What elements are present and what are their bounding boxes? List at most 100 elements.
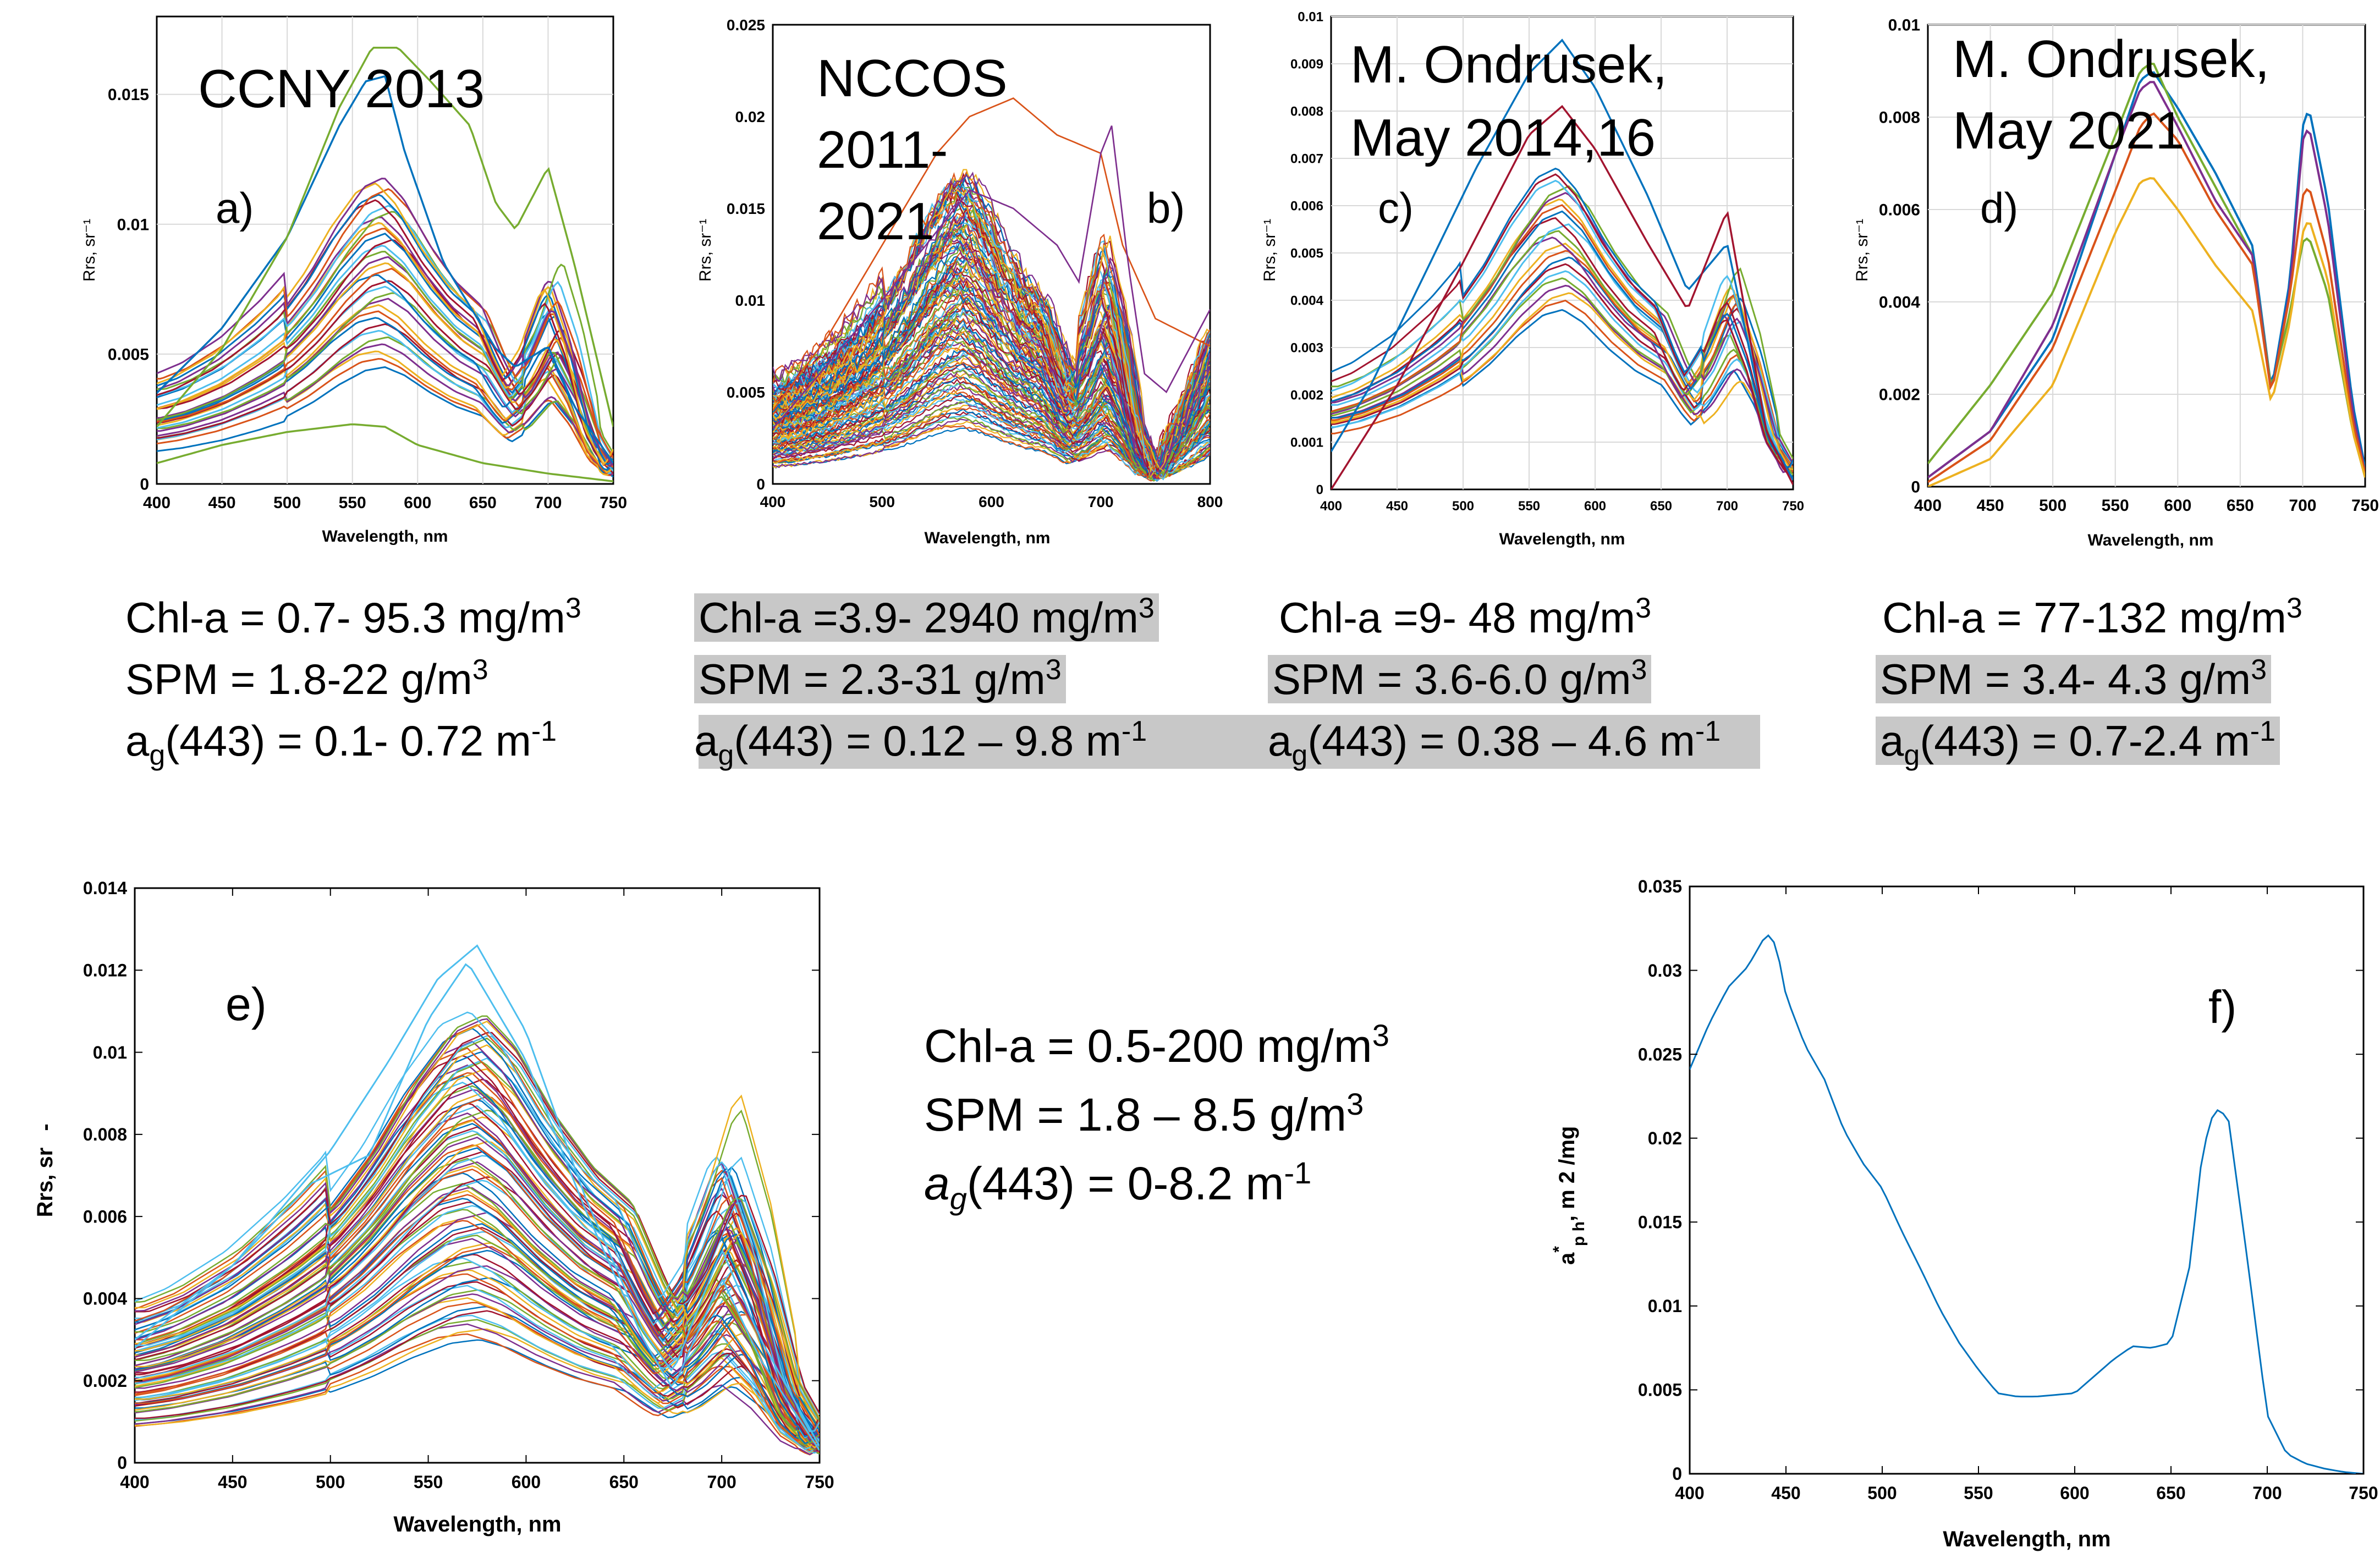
ensemble-line-b-15 bbox=[773, 389, 1210, 480]
ytick-label-c-0.003: 0.003 bbox=[1290, 340, 1323, 355]
panel-b-ylabel: Rrs, sr⁻¹ bbox=[696, 219, 714, 282]
ytick-label-f-0: 0 bbox=[1672, 1464, 1682, 1484]
ensemble-line-e-29 bbox=[135, 1220, 820, 1447]
xtick-label-c-600: 600 bbox=[1584, 499, 1606, 514]
panel-a: 400 450 500 550 600 650 700 750 0 0.005 0.01 0.015… bbox=[80, 15, 627, 546]
stats-e-ag: ag(443) = 0-8.2 m-1 bbox=[924, 1155, 1312, 1216]
ensemble-line-c-4 bbox=[1331, 277, 1793, 476]
stats-b-spm: SPM = 2.3-31 g/m3 bbox=[694, 639, 1159, 703]
ensemble-line-a-19 bbox=[157, 245, 613, 469]
ytick-label-f-0.03: 0.03 bbox=[1648, 961, 1682, 980]
xtick-label-e-700: 700 bbox=[707, 1472, 736, 1492]
xtick-label-e-550: 550 bbox=[414, 1472, 443, 1492]
ensemble-line-e-0 bbox=[135, 1339, 820, 1455]
xtick-label-a-650: 650 bbox=[469, 494, 497, 512]
panel-d-ylabel: Rrs, sr⁻¹ bbox=[1853, 219, 1871, 282]
ensemble-line-c-5 bbox=[1331, 270, 1793, 471]
ensemble-line-b-123 bbox=[773, 177, 1210, 471]
ensemble-line-a-15 bbox=[157, 267, 613, 462]
ensemble-line-c-19 bbox=[1331, 179, 1793, 470]
panel-f-ylabel-a: a bbox=[1555, 1252, 1579, 1265]
lines-group-b bbox=[773, 97, 1210, 482]
ensemble-line-b-125 bbox=[773, 172, 1210, 472]
ensemble-line-b-118 bbox=[773, 186, 1210, 468]
xtick-label-f-600: 600 bbox=[2060, 1483, 2089, 1503]
stats-e-spm: SPM = 1.8 – 8.5 g/m3 bbox=[924, 1087, 1364, 1141]
ytick-label-b-0.01: 0.01 bbox=[735, 292, 766, 309]
stats-a-ag: ag(443) = 0.1- 0.72 m-1 bbox=[125, 715, 557, 772]
lines-group-d bbox=[1928, 62, 2365, 487]
xtick-label-f-750: 750 bbox=[2349, 1483, 2378, 1503]
ensemble-line-c-3 bbox=[1331, 284, 1793, 472]
ensemble-line-a-31 bbox=[157, 178, 613, 465]
panel-b-xlabel: Wavelength, nm bbox=[925, 529, 1051, 547]
ytick-label-e-0.014: 0.014 bbox=[83, 878, 127, 898]
stats-a-spm: SPM = 1.8-22 g/m3 bbox=[125, 654, 488, 703]
xtick-label-a-550: 550 bbox=[339, 494, 366, 512]
panel-a-letter: a) bbox=[216, 184, 254, 232]
ensemble-line-e-9 bbox=[135, 1297, 820, 1453]
xtick-label-c-750: 750 bbox=[1782, 499, 1804, 514]
ytick-label-e-0.006: 0.006 bbox=[83, 1207, 127, 1226]
ytick-label-f-0.005: 0.005 bbox=[1638, 1380, 1682, 1400]
lines-group-e bbox=[135, 944, 820, 1456]
ensemble-line-e-78 bbox=[135, 1047, 820, 1439]
ensemble-line-a-7 bbox=[157, 317, 613, 473]
ensemble-line-e-31 bbox=[135, 1211, 820, 1439]
series-line-b-orange-high bbox=[773, 97, 1210, 411]
ensemble-line-b-1 bbox=[773, 425, 1210, 482]
stats-e: Chl-a = 0.5-200 mg/m3 SPM = 1.8 – 8.5 g/… bbox=[924, 1001, 1389, 1216]
panel-c-ylabel: Rrs, sr⁻¹ bbox=[1261, 219, 1279, 282]
panel-d: 400 450 500 550 600 650 700 750 0 0.002 0.004 0.00… bbox=[1853, 16, 2379, 550]
gray-highlight-bar bbox=[699, 715, 1760, 769]
ytick-label-c-0.008: 0.008 bbox=[1290, 104, 1323, 119]
xtick-label-e-600: 600 bbox=[512, 1472, 541, 1492]
panel-d-letter: d) bbox=[1980, 184, 2018, 232]
ensemble-line-e-4 bbox=[135, 1319, 820, 1455]
stats-c-spm: SPM = 3.6-6.0 g/m3 bbox=[1268, 639, 1721, 703]
xtick-label-a-600: 600 bbox=[404, 494, 431, 512]
ytick-label-a-0.005: 0.005 bbox=[108, 345, 149, 363]
ensemble-line-a-11 bbox=[157, 292, 613, 463]
xtick-label-e-750: 750 bbox=[805, 1472, 834, 1492]
svg-text:a*p h, m 2 /mg: a*p h, m 2 /mg bbox=[1550, 1126, 1588, 1265]
series-line-d-orange bbox=[1928, 177, 2365, 487]
xtick-label-b-400: 400 bbox=[760, 493, 786, 510]
xtick-label-f-650: 650 bbox=[2156, 1483, 2185, 1503]
ensemble-line-e-84 bbox=[135, 1027, 820, 1436]
panel-f-plot-area bbox=[1689, 885, 2365, 1475]
ytick-label-f-0.035: 0.035 bbox=[1638, 877, 1682, 896]
panel-f-ylabel-ph: p h bbox=[1570, 1221, 1588, 1246]
xtick-label-d-600: 600 bbox=[2164, 497, 2191, 515]
panel-c-letter: c) bbox=[1378, 184, 1414, 232]
ytick-label-d-0.008: 0.008 bbox=[1879, 109, 1920, 127]
ytick-label-d-0: 0 bbox=[1911, 478, 1920, 497]
ytick-label-d-0.006: 0.006 bbox=[1879, 201, 1920, 219]
xtick-label-a-400: 400 bbox=[143, 494, 171, 512]
panel-d-title-line-1: M. Ondrusek, bbox=[1953, 30, 2269, 89]
xtick-label-a-500: 500 bbox=[273, 494, 301, 512]
panel-f-ylabel: a*p h, m 2 /mg bbox=[1550, 1126, 1588, 1265]
ensemble-line-e-2 bbox=[135, 1328, 820, 1451]
xtick-label-e-400: 400 bbox=[120, 1472, 149, 1492]
stats-d-chl: Chl-a = 77-132 mg/m3 bbox=[1882, 592, 2302, 642]
ensemble-line-e-15 bbox=[135, 1273, 820, 1451]
series-line-f-a_ph_star bbox=[1690, 934, 2363, 1474]
xtick-label-c-700: 700 bbox=[1716, 499, 1738, 514]
ytick-label-e-0.008: 0.008 bbox=[83, 1125, 127, 1144]
ytick-label-f-0.02: 0.02 bbox=[1648, 1128, 1682, 1148]
ensemble-line-a-23 bbox=[157, 222, 613, 467]
ytick-label-d-0.002: 0.002 bbox=[1879, 386, 1920, 404]
ensemble-line-c-8 bbox=[1331, 250, 1793, 469]
xtick-label-f-700: 700 bbox=[2252, 1483, 2282, 1503]
ensemble-line-e-25 bbox=[135, 1235, 820, 1449]
ensemble-line-a-24 bbox=[157, 216, 613, 468]
ensemble-line-e-79 bbox=[135, 1044, 820, 1420]
xtick-label-d-650: 650 bbox=[2227, 497, 2254, 515]
panel-e-ylabel-cutoff: - bbox=[33, 1123, 57, 1131]
ensemble-line-e-7 bbox=[135, 1305, 820, 1448]
panel-d-xlabel: Wavelength, nm bbox=[2088, 531, 2214, 549]
stats-a: Chl-a = 0.7- 95.3 mg/m3 SPM = 1.8-22 g/m… bbox=[125, 577, 581, 772]
ytick-label-e-0.012: 0.012 bbox=[83, 960, 127, 980]
panel-e-letter: e) bbox=[226, 978, 267, 1030]
